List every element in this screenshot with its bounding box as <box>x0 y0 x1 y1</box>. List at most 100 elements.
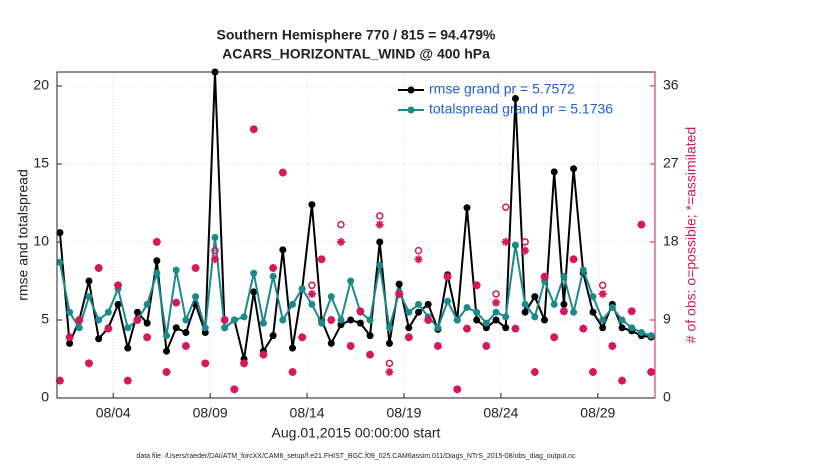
point <box>589 308 597 316</box>
point <box>211 233 219 241</box>
point <box>56 229 64 237</box>
point <box>463 204 471 212</box>
assimilated-marker <box>249 125 258 134</box>
assimilated-marker <box>201 359 210 368</box>
y2-tick-label: 18 <box>663 233 679 249</box>
assimilated-marker <box>75 315 84 324</box>
assimilated-marker <box>492 298 501 307</box>
x-tick-label: 08/14 <box>290 405 325 421</box>
point <box>298 285 306 293</box>
point <box>327 339 335 347</box>
point <box>570 308 578 316</box>
point <box>327 293 335 301</box>
y2-tick-label: 9 <box>663 311 671 327</box>
point <box>75 324 83 332</box>
footnote: data file: /Users/raeder/DAI/ATM_forcXX/… <box>136 453 576 460</box>
point <box>541 316 549 324</box>
possible-marker <box>385 359 394 368</box>
y-tick-label: 0 <box>41 389 49 405</box>
point <box>366 316 374 324</box>
x-axis-label: Aug.01,2015 00:00:00 start <box>272 425 441 441</box>
point <box>405 324 413 332</box>
assimilated-marker <box>240 359 249 368</box>
y2-tick-label: 0 <box>663 389 671 405</box>
point <box>579 266 587 274</box>
point <box>133 308 141 316</box>
assimilated-marker <box>472 281 481 290</box>
series-line <box>58 237 652 337</box>
assimilated-marker <box>152 237 161 246</box>
point <box>570 165 578 173</box>
point <box>511 95 519 103</box>
assimilated-marker <box>366 350 375 359</box>
point <box>502 324 510 332</box>
point <box>521 300 529 308</box>
assimilated-marker <box>608 341 617 350</box>
point <box>279 246 287 254</box>
assimilated-marker <box>181 341 190 350</box>
assimilated-marker <box>453 385 462 394</box>
assimilated-marker <box>336 237 345 246</box>
assimilated-marker <box>375 220 384 229</box>
assimilated-marker <box>133 315 142 324</box>
point <box>230 316 238 324</box>
point <box>104 308 112 316</box>
point <box>356 319 364 327</box>
assimilated-marker <box>114 281 123 290</box>
point <box>143 300 151 308</box>
point <box>143 319 151 327</box>
point <box>502 313 510 321</box>
point <box>395 280 403 288</box>
assimilated-marker <box>143 333 152 342</box>
possible-marker <box>308 281 316 290</box>
plot-frame <box>56 71 656 399</box>
assimilated-marker <box>482 341 491 350</box>
point <box>473 308 481 316</box>
point <box>550 300 558 308</box>
point <box>415 308 423 316</box>
point <box>628 324 636 332</box>
point <box>56 258 64 266</box>
y-tick-label: 10 <box>33 233 49 249</box>
point <box>444 297 452 305</box>
point <box>85 293 93 301</box>
assimilated-marker <box>191 263 200 272</box>
point <box>347 316 355 324</box>
assimilated-marker <box>637 220 646 229</box>
assimilated-marker <box>55 376 64 385</box>
possible-marker <box>492 290 500 298</box>
y-tick-label: 5 <box>41 311 49 327</box>
point <box>182 328 190 336</box>
point <box>269 332 277 340</box>
x-tick-label: 08/19 <box>386 405 421 421</box>
point <box>153 269 161 277</box>
assimilated-marker <box>104 324 113 333</box>
point <box>405 308 413 316</box>
assimilated-marker <box>288 367 297 376</box>
point <box>250 269 258 277</box>
point <box>124 344 132 352</box>
assimilated-marker <box>521 246 530 255</box>
x-tick-label: 08/04 <box>96 405 131 421</box>
point <box>531 293 539 301</box>
point <box>589 293 597 301</box>
possible-marker <box>337 220 345 229</box>
point <box>453 316 461 324</box>
point <box>599 316 607 324</box>
assimilated-marker <box>327 315 336 324</box>
possible-marker <box>501 203 510 212</box>
point <box>289 344 297 352</box>
assimilated-marker <box>269 263 278 272</box>
assimilated-marker <box>346 341 355 350</box>
assimilated-marker <box>172 298 181 307</box>
point <box>347 277 355 285</box>
point <box>463 304 471 312</box>
legend-marker <box>407 86 415 94</box>
point <box>424 300 432 308</box>
point <box>153 257 161 265</box>
point <box>560 272 568 280</box>
x-tick-label: 08/09 <box>193 405 228 421</box>
assimilated-marker <box>220 315 229 324</box>
assimilated-marker <box>530 367 539 376</box>
y-axis-label: rmse and totalspread <box>15 169 31 301</box>
